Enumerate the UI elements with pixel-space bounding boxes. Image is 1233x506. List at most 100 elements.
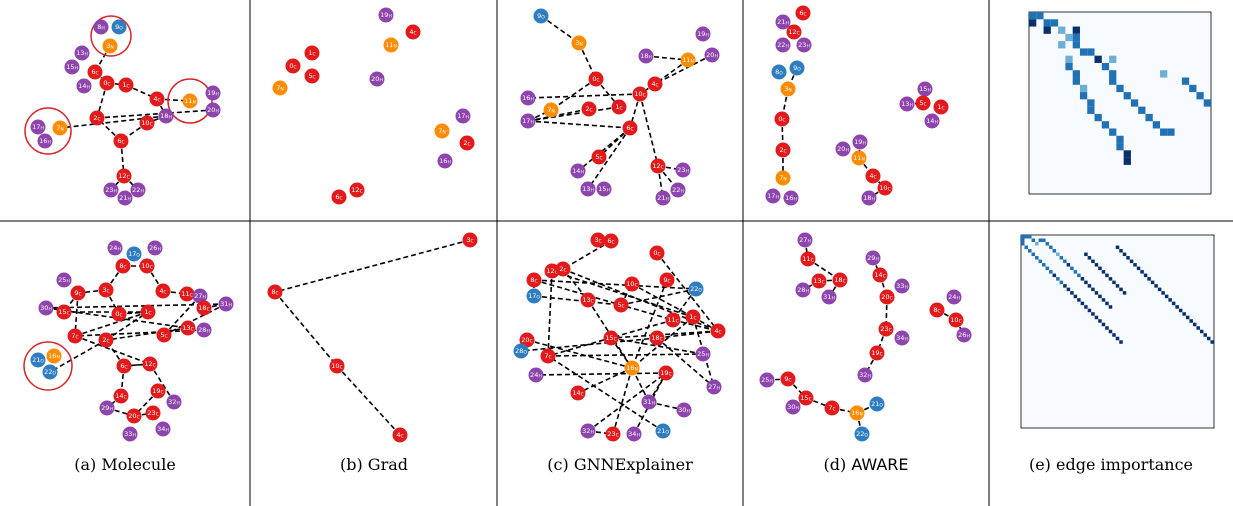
heatmap-cell bbox=[1178, 308, 1183, 313]
svg-text:12C: 12C bbox=[652, 162, 663, 170]
svg-text:34H: 34H bbox=[157, 425, 169, 433]
heatmap-cell bbox=[1031, 238, 1036, 243]
svg-text:11C: 11C bbox=[802, 255, 813, 263]
node-C2: 2C bbox=[555, 261, 571, 277]
node-H34: 34H bbox=[155, 421, 171, 437]
svg-text:31H: 31H bbox=[643, 398, 655, 406]
heatmap-cell bbox=[1206, 336, 1211, 341]
node-O22: 22O bbox=[688, 281, 704, 297]
node-C2: 2C bbox=[581, 101, 597, 117]
node-H18: 18H bbox=[638, 48, 654, 64]
heatmap-cell bbox=[1109, 77, 1117, 85]
svg-text:8O: 8O bbox=[775, 68, 783, 76]
svg-text:10C: 10C bbox=[950, 316, 961, 324]
node-C8: 8C bbox=[115, 258, 131, 274]
heatmap-cell bbox=[1105, 273, 1109, 278]
svg-text:23H: 23H bbox=[677, 166, 689, 174]
svg-text:5C: 5C bbox=[308, 72, 315, 80]
edge bbox=[551, 270, 694, 318]
node-C2: 2C bbox=[89, 110, 105, 126]
heatmap-cell bbox=[1109, 70, 1117, 78]
heatmap-cell bbox=[1116, 84, 1124, 93]
node-C18: 18C bbox=[649, 330, 665, 346]
edge bbox=[74, 329, 205, 337]
node-C7: 7C bbox=[540, 348, 556, 364]
panel-b-top: 1C 0C 5C 7N 19H 4C 11N 20H 17H 7N 2C 16H 6C 12C bbox=[272, 7, 475, 205]
heatmap-cell bbox=[1116, 143, 1124, 151]
node-C2: 2C bbox=[459, 135, 475, 151]
svg-text:31H: 31H bbox=[823, 293, 835, 301]
heatmap-cell bbox=[1066, 263, 1071, 267]
svg-text:9C: 9C bbox=[784, 375, 791, 383]
svg-text:19H: 19H bbox=[380, 11, 392, 19]
svg-text:11N: 11N bbox=[853, 154, 865, 162]
node-C6: 6C bbox=[87, 64, 103, 80]
svg-text:11N: 11N bbox=[184, 97, 196, 105]
node-C10: 10C bbox=[139, 258, 155, 274]
node-C0: 0C bbox=[99, 75, 115, 91]
svg-text:21H: 21H bbox=[777, 18, 789, 26]
svg-text:22O: 22O bbox=[690, 285, 702, 293]
panel-d-top: 6C 21H 12C 22H 23H 8O 9O 3N 15H 13H 5C 1C 14H 0C 19H 20… bbox=[765, 5, 949, 206]
heatmap-cell bbox=[1087, 256, 1092, 260]
heatmap-cell bbox=[1024, 245, 1029, 250]
svg-text:19H: 19H bbox=[854, 138, 866, 146]
node-O9: 9O bbox=[533, 8, 549, 24]
heatmap-cell bbox=[1056, 252, 1060, 257]
svg-text:2C: 2C bbox=[585, 105, 592, 113]
node-H20: 20H bbox=[369, 71, 385, 87]
heatmap-cell bbox=[1101, 62, 1110, 71]
node-H19: 19H bbox=[695, 26, 711, 42]
svg-text:13C: 13C bbox=[582, 296, 593, 304]
node-C0: 0C bbox=[285, 58, 301, 74]
node-H30: 30H bbox=[38, 300, 54, 316]
node-H34: 34H bbox=[626, 426, 642, 442]
edge bbox=[74, 311, 149, 337]
heatmap-cell bbox=[1087, 284, 1092, 288]
node-C3: 3C bbox=[590, 232, 606, 248]
node-H19: 19H bbox=[205, 85, 221, 101]
node-H20: 20H bbox=[835, 141, 851, 157]
edge bbox=[120, 140, 125, 177]
edge bbox=[577, 127, 631, 172]
svg-text:15C: 15C bbox=[605, 334, 616, 342]
edge bbox=[163, 295, 201, 336]
edge bbox=[96, 109, 214, 119]
node-C1: 1C bbox=[304, 45, 320, 61]
heatmap-cell bbox=[1080, 277, 1085, 281]
node-C10: 10C bbox=[139, 115, 155, 131]
svg-text:16N: 16N bbox=[626, 364, 638, 372]
svg-text:21H: 21H bbox=[657, 194, 669, 202]
svg-text:7N: 7N bbox=[56, 124, 64, 132]
node-C11: 11C bbox=[179, 286, 195, 302]
edge bbox=[520, 337, 658, 352]
svg-text:12C: 12C bbox=[118, 172, 129, 180]
heatmap-cell bbox=[1203, 333, 1207, 337]
svg-text:9C: 9C bbox=[663, 276, 670, 284]
heatmap-cell bbox=[1084, 280, 1088, 285]
edge bbox=[612, 367, 633, 435]
node-C0: 0C bbox=[111, 306, 127, 322]
svg-text:17H: 17H bbox=[457, 112, 469, 120]
node-H27: 27H bbox=[192, 288, 208, 304]
node-C4: 4C bbox=[392, 427, 408, 443]
node-N7: 7N bbox=[434, 123, 450, 139]
heatmap-cell bbox=[1196, 326, 1200, 330]
node-C18: 18C bbox=[196, 300, 212, 316]
edge bbox=[631, 283, 694, 318]
svg-text:5C: 5C bbox=[617, 301, 624, 309]
heatmap-cell bbox=[1094, 263, 1099, 267]
heatmap-cell bbox=[1065, 33, 1073, 42]
heatmap-cell bbox=[1094, 55, 1102, 63]
svg-text:28O: 28O bbox=[515, 347, 527, 355]
node-H25: 25H bbox=[695, 346, 711, 362]
heatmap-cell bbox=[1109, 128, 1117, 136]
svg-text:28H: 28H bbox=[198, 326, 210, 334]
svg-text:17O: 17O bbox=[528, 292, 540, 300]
node-C4: 4C bbox=[149, 91, 165, 107]
node-H31: 31H bbox=[821, 289, 837, 305]
heatmap-cell bbox=[1042, 263, 1046, 267]
node-H28: 28H bbox=[196, 322, 212, 338]
svg-text:25H: 25H bbox=[58, 276, 70, 284]
heatmap-cell bbox=[1101, 121, 1110, 129]
